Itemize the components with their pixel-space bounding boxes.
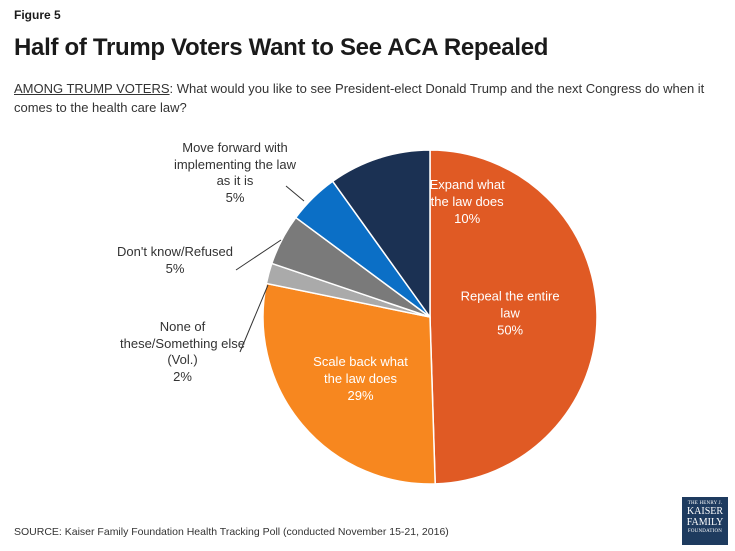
ext-label-line: Don't know/Refused [117, 244, 233, 259]
ext-label-line: (Vol.) [167, 352, 198, 367]
slice-label-line: Expand what [430, 177, 506, 192]
slice-value-repeal-the-entire-law: 50% [497, 323, 523, 338]
logo-line-2: KAISER [686, 506, 724, 517]
pie-slice-repeal-the-entire-law [429, 149, 598, 485]
ext-label-line: Move forward with [182, 140, 288, 155]
slice-label-line: the law does [324, 371, 397, 386]
slice-label-expand-what-the-law-does: Expand what the law does 10% [430, 177, 506, 226]
pie-slice-expand-what-the-law-does [331, 149, 431, 320]
kff-logo: THE HENRY J. KAISER FAMILY FOUNDATION [682, 497, 728, 545]
ext-label-line: implementing the law [173, 156, 297, 172]
leader-line-move-forward-with-implementing-the-law-as-it-is [285, 185, 305, 202]
slice-value-scale-back-what-the-law-does: 29% [347, 388, 373, 403]
slice-label-line: law [500, 306, 520, 321]
logo-line-1: THE HENRY J. [687, 501, 723, 506]
leader-line-don-t-know-refused [235, 239, 282, 271]
slice-value-expand-what-the-law-does: 10% [454, 211, 480, 226]
ext-label-line: None of [159, 319, 206, 334]
chart-subtitle: AMONG TRUMP VOTERS: What would you like … [14, 79, 719, 117]
ext-label-line: as it is [216, 173, 254, 188]
leader-line-none-of-these-something-else-vol [239, 284, 269, 353]
slice-label-line: Repeal the entire [461, 289, 560, 304]
subtitle-question: : What would you like to see President-e… [14, 81, 705, 115]
ext-label-value: 5% [165, 260, 185, 276]
label-move-forward: Move forward with implementing the law as … [150, 140, 320, 206]
slice-label-line: the law does [431, 194, 504, 209]
ext-label-line: these/Something else [120, 335, 246, 351]
pie-slice-scale-back-what-the-law-does [262, 282, 436, 485]
figure-label: Figure 5 [14, 8, 61, 22]
ext-label-value: 2% [173, 368, 192, 384]
label-none-of-these: None of these/Something else (Vol.) 2% [120, 319, 245, 385]
source-note: SOURCE: Kaiser Family Foundation Health … [14, 526, 449, 538]
chart-title: Half of Trump Voters Want to See ACA Rep… [14, 34, 549, 61]
slice-label-scale-back-what-the-law-does: Scale back what the law does 29% [313, 354, 408, 403]
subtitle-lead: AMONG TRUMP VOTERS [14, 81, 170, 96]
label-dont-know: Don't know/Refused 5% [95, 244, 255, 277]
logo-line-4: FOUNDATION [687, 529, 723, 534]
slice-label-repeal-the-entire-law: Repeal the entire law 50% [461, 289, 560, 338]
logo-line-3: FAMILY [686, 517, 724, 528]
ext-label-value: 5% [225, 189, 245, 205]
slice-label-line: Scale back what [313, 354, 408, 369]
